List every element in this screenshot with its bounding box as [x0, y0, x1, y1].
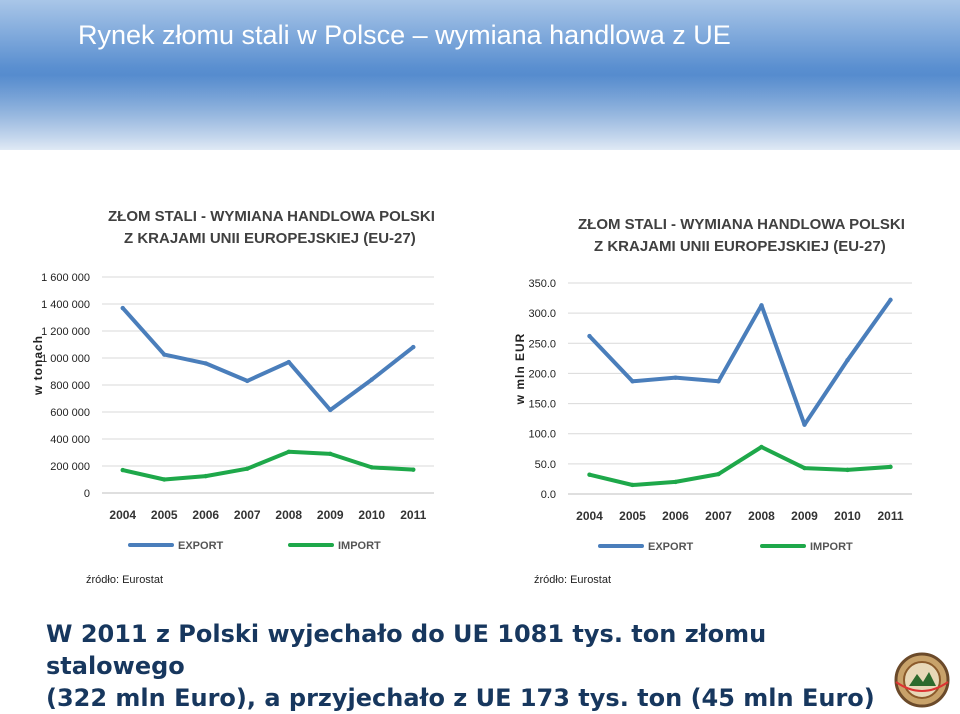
y-tick-label: 800 000 [50, 380, 90, 392]
data-point-import [716, 471, 721, 477]
data-point-export [802, 422, 807, 427]
x-tick-label: 2006 [662, 509, 689, 523]
summary-line-1: W 2011 z Polski wyjechało do UE 1081 tys… [46, 620, 767, 680]
x-tick-label: 2007 [705, 509, 732, 523]
data-point-export [286, 359, 291, 365]
data-point-import [203, 473, 208, 479]
data-point-import [587, 472, 592, 477]
y-tick-label: 1 000 000 [41, 353, 90, 365]
y-tick-label: 50.0 [535, 459, 556, 471]
data-point-export [369, 377, 374, 382]
data-point-export [203, 361, 208, 366]
x-tick-label: 2011 [400, 508, 426, 522]
y-tick-label: 200.0 [528, 368, 556, 380]
data-point-export [716, 379, 721, 384]
data-point-import [328, 451, 333, 457]
x-tick-label: 2011 [877, 509, 903, 523]
series-line-export [587, 297, 893, 427]
y-tick-label: 1 600 000 [41, 272, 90, 284]
data-point-export [328, 407, 333, 413]
series-line-export [120, 306, 416, 412]
data-point-export [673, 375, 678, 380]
data-point-export [245, 378, 250, 384]
x-tick-label: 2007 [234, 508, 261, 522]
chart-title: ZŁOM STALI - WYMIANA HANDLOWA POLSKI [108, 208, 435, 225]
data-point-export [759, 303, 764, 308]
y-axis-label: w tonach [31, 335, 45, 396]
summary-text: W 2011 z Polski wyjechało do UE 1081 tys… [46, 618, 886, 714]
logo-icon [894, 652, 950, 708]
y-tick-label: 0 [84, 488, 90, 500]
page-title: Rynek złomu stali w Polsce – wymiana han… [78, 20, 731, 50]
y-axis-label: w mln EUR [513, 333, 527, 406]
chart-value-eur: ZŁOM STALI - WYMIANA HANDLOWA POLSKI Z KR… [513, 216, 912, 553]
data-point-import [369, 465, 374, 470]
data-point-import [411, 467, 416, 472]
x-tick-label: 2009 [317, 508, 344, 522]
y-tick-label: 300.0 [528, 308, 556, 320]
x-tick-label: 2005 [619, 509, 646, 523]
y-tick-label: 1 200 000 [41, 326, 90, 338]
source-note-left: źródło: Eurostat [86, 574, 164, 586]
y-tick-label: 250.0 [528, 338, 556, 350]
series-line-import [587, 445, 893, 487]
data-point-export [411, 344, 416, 350]
chart-subtitle: Z KRAJAMI UNII EUROPEJSKIEJ (EU-27) [594, 238, 886, 255]
data-point-import [286, 449, 291, 455]
data-point-export [888, 297, 893, 303]
data-point-export [120, 305, 125, 311]
data-point-import [162, 477, 167, 482]
x-tick-label: 2005 [151, 508, 178, 522]
header-fade [0, 75, 960, 150]
data-point-export [630, 379, 635, 384]
chart-title: ZŁOM STALI - WYMIANA HANDLOWA POLSKI [578, 216, 905, 233]
y-tick-label: 200 000 [50, 461, 90, 473]
y-tick-label: 350.0 [528, 278, 556, 290]
x-tick-label: 2010 [358, 508, 385, 522]
header-banner: Rynek złomu stali w Polsce – wymiana han… [0, 0, 960, 150]
x-tick-label: 2008 [748, 509, 775, 523]
source-note-right: źródło: Eurostat [534, 574, 612, 586]
data-point-import [673, 479, 678, 485]
data-point-import [245, 466, 250, 471]
data-point-export [162, 352, 167, 357]
data-point-import [845, 467, 850, 473]
data-point-export [587, 333, 592, 339]
legend-label-import: IMPORT [338, 540, 381, 552]
x-tick-label: 2004 [576, 509, 603, 523]
series-line-import [120, 449, 416, 482]
y-tick-label: 0.0 [541, 489, 556, 501]
x-tick-label: 2008 [275, 508, 302, 522]
legend-label-export: EXPORT [648, 541, 694, 553]
y-tick-label: 600 000 [50, 407, 90, 419]
x-tick-label: 2006 [192, 508, 219, 522]
y-tick-label: 400 000 [50, 434, 90, 446]
legend-label-export: EXPORT [178, 540, 224, 552]
data-point-import [120, 467, 125, 473]
y-tick-label: 1 400 000 [41, 299, 90, 311]
y-tick-label: 150.0 [528, 399, 556, 411]
y-tick-label: 100.0 [528, 429, 556, 441]
data-point-import [630, 482, 635, 488]
data-point-import [759, 444, 764, 450]
x-tick-label: 2009 [791, 509, 818, 523]
chart-tonnage: ZŁOM STALI - WYMIANA HANDLOWA POLSKI Z KR… [31, 208, 435, 552]
chart-subtitle: Z KRAJAMI UNII EUROPEJSKIEJ (EU-27) [124, 230, 416, 247]
x-tick-label: 2010 [834, 509, 861, 523]
data-point-import [802, 465, 807, 471]
data-point-export [845, 357, 850, 363]
legend-label-import: IMPORT [810, 541, 853, 553]
x-tick-label: 2004 [109, 508, 136, 522]
data-point-import [888, 464, 893, 470]
summary-line-2: (322 mln Euro), a przyjechało z UE 173 t… [46, 684, 875, 712]
